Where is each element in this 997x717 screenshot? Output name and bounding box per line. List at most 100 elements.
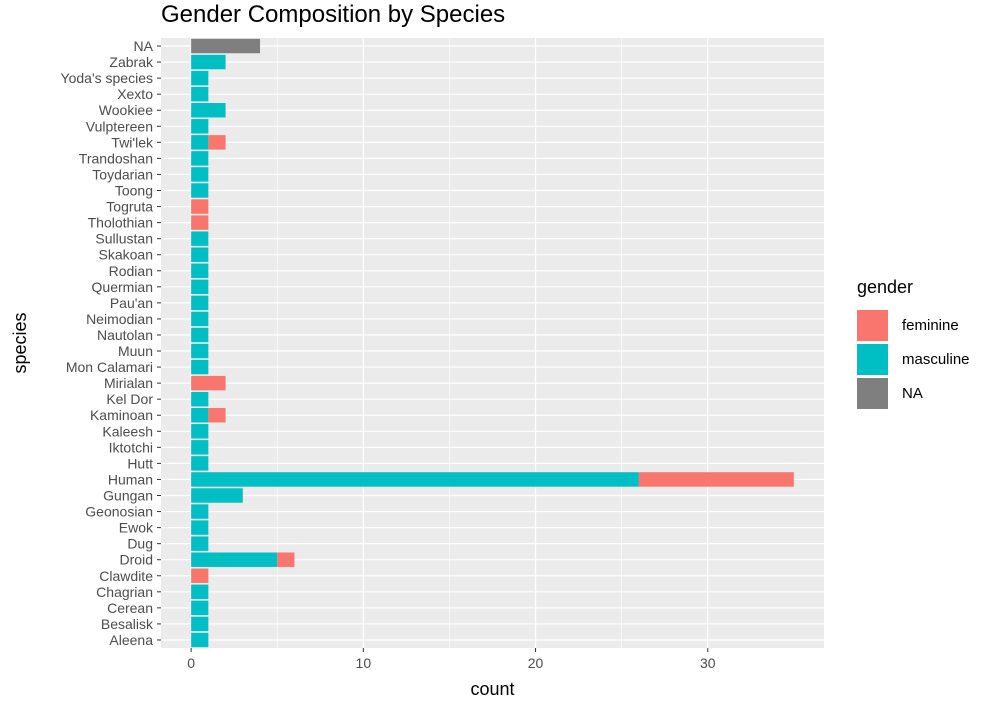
bar-masculine-gungan	[191, 488, 243, 503]
y-tick-label: Muun	[118, 343, 153, 359]
bar-feminine-twi-lek	[208, 135, 226, 150]
legend-item-feminine: feminine	[857, 308, 992, 342]
x-tick-label: 20	[528, 655, 544, 671]
bar-masculine-iktotchi	[191, 440, 209, 455]
legend-item-masculine: masculine	[857, 342, 992, 376]
x-axis: 0 10 20 30	[187, 648, 716, 671]
bars	[191, 38, 794, 648]
legend-items: feminine masculine NA	[857, 308, 992, 410]
x-axis-title: count	[470, 679, 514, 699]
y-tick-label: Nautolan	[97, 327, 153, 343]
bar-na-na	[191, 38, 261, 54]
y-tick-label: Vulptereen	[86, 118, 153, 134]
y-tick-label: Toydarian	[92, 166, 153, 182]
legend-label: NA	[902, 384, 923, 402]
x-tick-label: 10	[356, 655, 372, 671]
y-tick-label: Trandoshan	[79, 150, 153, 166]
y-tick-label: Gungan	[103, 488, 153, 504]
y-tick-label: Kel Dor	[106, 391, 153, 407]
bar-masculine-pau-an	[191, 295, 209, 311]
y-tick-label: Zabrak	[109, 54, 154, 70]
bar-masculine-dug	[191, 536, 209, 551]
bar-masculine-droid	[191, 552, 278, 567]
bar-masculine-muun	[191, 343, 209, 359]
bar-feminine-clawdite	[191, 568, 209, 583]
bar-feminine-tholothian	[191, 215, 209, 230]
y-tick-label: Togruta	[106, 199, 153, 215]
bar-masculine-cerean	[191, 600, 209, 616]
bar-feminine-droid	[277, 552, 295, 567]
y-tick-label: Dug	[127, 536, 153, 552]
bar-masculine-chagrian	[191, 584, 209, 600]
plot-panel	[161, 38, 824, 648]
bar-masculine-ewok	[191, 520, 209, 535]
y-tick-label: Ewok	[119, 520, 154, 536]
y-tick-label: Yoda's species	[61, 70, 153, 86]
legend-swatch	[857, 343, 888, 375]
bar-masculine-neimodian	[191, 311, 209, 327]
y-tick-label: Droid	[120, 552, 153, 568]
y-axis: AleenaBesaliskCereanChagrianClawditeDroi…	[61, 38, 161, 648]
legend: gender feminine masculine NA	[857, 274, 992, 410]
bar-masculine-kaminoan	[191, 408, 209, 423]
y-tick-label: Wookiee	[99, 102, 153, 118]
y-tick-label: Skakoan	[99, 247, 153, 263]
x-tick-label: 0	[187, 655, 195, 671]
y-tick-label: Besalisk	[101, 616, 154, 632]
bar-masculine-twi-lek	[191, 135, 209, 150]
bar-masculine-besalisk	[191, 616, 209, 632]
bar-masculine-hutt	[191, 456, 209, 471]
bar-feminine-human	[638, 472, 794, 487]
y-tick-label: Sullustan	[95, 231, 153, 247]
bar-masculine-toong	[191, 183, 209, 198]
y-tick-label: Geonosian	[85, 504, 153, 520]
y-tick-label: Cerean	[107, 600, 153, 616]
grid-lines	[161, 38, 824, 648]
y-tick-label: Pau'an	[110, 295, 153, 311]
chart-title: Gender Composition by Species	[161, 1, 506, 28]
y-tick-label: Neimodian	[86, 311, 153, 327]
legend-swatch	[857, 309, 888, 341]
bar-masculine-kaleesh	[191, 424, 209, 439]
x-tick-label: 30	[700, 655, 716, 671]
bar-feminine-mirialan	[191, 375, 226, 391]
y-tick-label: Mon Calamari	[66, 359, 153, 375]
bar-feminine-togruta	[191, 199, 209, 214]
bar-masculine-geonosian	[191, 504, 209, 519]
bar-masculine-rodian	[191, 263, 209, 278]
y-tick-label: Human	[108, 471, 153, 487]
bar-masculine-skakoan	[191, 247, 209, 262]
bar-masculine-toydarian	[191, 167, 209, 182]
y-tick-label: Kaminoan	[90, 407, 153, 423]
legend-swatch	[857, 377, 888, 409]
bar-masculine-quermian	[191, 279, 209, 295]
y-tick-label: Chagrian	[96, 584, 153, 600]
bar-masculine-wookiee	[191, 103, 226, 118]
y-tick-label: Rodian	[109, 263, 153, 279]
y-tick-label: Toong	[115, 183, 153, 199]
y-tick-label: NA	[134, 38, 154, 54]
y-tick-label: Kaleesh	[102, 423, 153, 439]
bar-masculine-nautolan	[191, 327, 209, 343]
bar-masculine-mon-calamari	[191, 359, 209, 375]
legend-title: gender	[857, 277, 914, 297]
bar-masculine-xexto	[191, 86, 209, 102]
y-tick-label: Iktotchi	[109, 439, 153, 455]
bar-masculine-zabrak	[191, 54, 226, 70]
legend-label: feminine	[902, 316, 959, 334]
bar-masculine-kel-dor	[191, 391, 209, 407]
bar-feminine-kaminoan	[208, 408, 226, 423]
y-tick-label: Aleena	[109, 632, 153, 648]
bar-masculine-yoda-s-species	[191, 70, 209, 86]
y-axis-title: species	[10, 312, 30, 373]
legend-label: masculine	[902, 350, 970, 368]
y-tick-label: Tholothian	[88, 215, 153, 231]
y-tick-label: Hutt	[127, 455, 153, 471]
y-tick-label: Twi'lek	[111, 134, 154, 150]
bar-masculine-trandoshan	[191, 151, 209, 166]
bar-masculine-vulptereen	[191, 119, 209, 134]
bar-masculine-sullustan	[191, 231, 209, 246]
y-tick-label: Clawdite	[99, 568, 153, 584]
bar-masculine-aleena	[191, 632, 209, 648]
